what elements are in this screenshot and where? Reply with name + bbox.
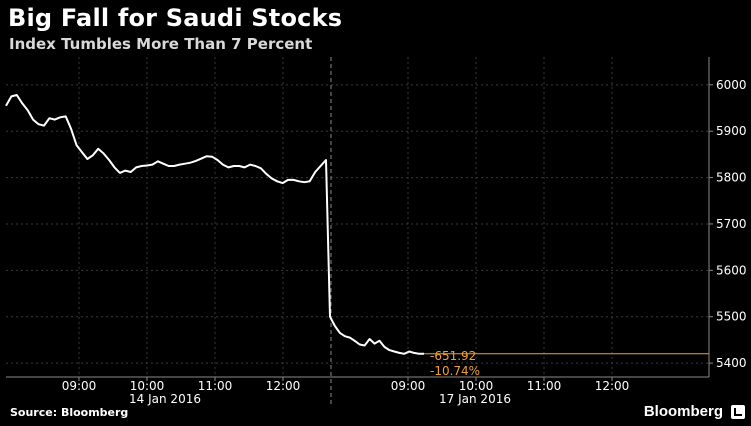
session-date-label: 17 Jan 2016 — [439, 392, 511, 406]
axis-ticks — [78, 84, 713, 381]
y-tick-label: 5700 — [716, 217, 747, 231]
change-annotation: -651.92 — [430, 349, 476, 363]
y-tick-label: 5400 — [716, 356, 747, 370]
y-tick-label: 5600 — [716, 263, 747, 277]
x-tick-label: 11:00 — [527, 379, 562, 393]
y-tick-label: 5500 — [716, 310, 747, 324]
session-date-label: 14 Jan 2016 — [129, 392, 201, 406]
bloomberg-logo-icon — [731, 405, 745, 419]
y-tick-label: 6000 — [716, 78, 747, 92]
series-line — [5, 94, 424, 355]
percent-annotation: -10.74% — [430, 364, 480, 378]
y-tick-label: 5900 — [716, 124, 747, 138]
grid-lines — [6, 57, 709, 377]
axis-labels: 6000 5900 5800 5700 5600 5500 5400 09:00 10:00 11… — [62, 78, 747, 406]
x-tick-label: 11:00 — [198, 379, 233, 393]
x-tick-label: 09:00 — [391, 379, 426, 393]
plot-area — [6, 57, 709, 377]
brand-label: Bloomberg — [643, 403, 723, 420]
x-tick-label: 09:00 — [62, 379, 97, 393]
x-tick-label: 10:00 — [459, 379, 494, 393]
y-tick-label: 5800 — [716, 171, 747, 185]
x-tick-label: 10:00 — [130, 379, 165, 393]
chart-subtitle: Index Tumbles More Than 7 Percent — [9, 35, 313, 53]
x-tick-label: 12:00 — [595, 379, 630, 393]
x-tick-label: 12:00 — [266, 379, 301, 393]
chart-title: Big Fall for Saudi Stocks — [8, 4, 343, 32]
source-label: Source: Bloomberg — [10, 406, 129, 419]
